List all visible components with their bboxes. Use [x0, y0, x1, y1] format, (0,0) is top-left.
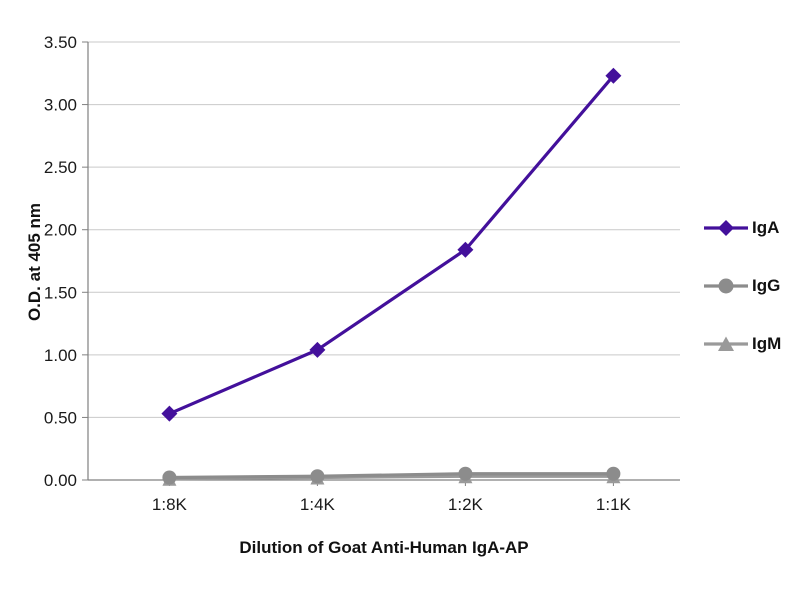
- marker-igg: [606, 466, 621, 481]
- legend-marker-triangle-icon: [704, 336, 748, 351]
- y-tick-label: 3.00: [44, 96, 77, 115]
- y-tick-label: 0.00: [44, 471, 77, 490]
- x-axis-title: Dilution of Goat Anti-Human IgA-AP: [239, 538, 529, 557]
- legend-label-igm: IgM: [752, 334, 782, 353]
- y-tick-label: 1.50: [44, 283, 77, 302]
- y-tick-label: 3.50: [44, 33, 77, 52]
- marker-iga: [161, 405, 178, 422]
- marker-igg: [310, 469, 325, 484]
- y-tick-label: 1.00: [44, 346, 77, 365]
- legend-item-iga: IgA: [704, 218, 781, 238]
- series-line-igg: [167, 472, 616, 480]
- marker-iga: [309, 341, 326, 358]
- marker-igg: [162, 470, 177, 485]
- legend-marker-diamond-icon: [704, 220, 748, 236]
- legend-label-iga: IgA: [752, 218, 780, 237]
- y-tick-label: 2.00: [44, 221, 77, 240]
- x-tick-label: 1:4K: [300, 495, 336, 514]
- x-tick-label: 1:2K: [448, 495, 484, 514]
- marker-iga: [457, 241, 474, 258]
- legend-item-igg: IgG: [704, 276, 781, 296]
- marker-igg: [458, 466, 473, 481]
- x-tick-label: 1:1K: [596, 495, 632, 514]
- legend: IgA IgG IgM: [704, 218, 781, 354]
- legend-item-igm: IgM: [704, 334, 781, 354]
- x-tick-label: 1:8K: [152, 495, 188, 514]
- y-axis-title: O.D. at 405 nm: [25, 202, 44, 322]
- y-tick-label: 0.50: [44, 408, 77, 427]
- y-tick-label: 2.50: [44, 158, 77, 177]
- marker-iga: [605, 67, 622, 84]
- legend-label-igg: IgG: [752, 276, 781, 295]
- legend-marker-circle-icon: [704, 278, 748, 294]
- series-line-iga: [167, 74, 616, 416]
